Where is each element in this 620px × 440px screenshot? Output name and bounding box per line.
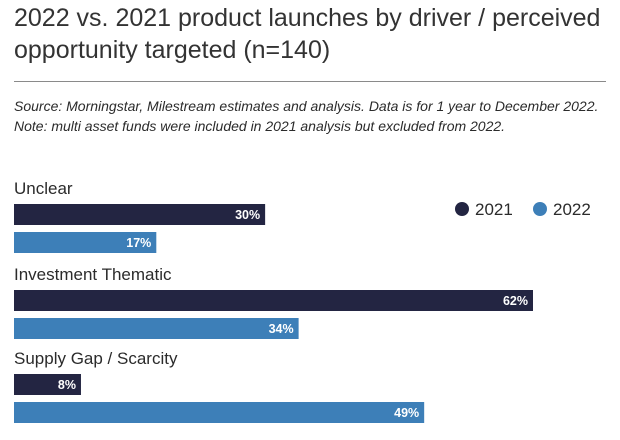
legend: 2021 2022 (455, 200, 591, 219)
value-label: 34% (269, 322, 294, 336)
source-note: Source: Morningstar, Milestream estimate… (14, 98, 599, 134)
bar-2021 (14, 374, 81, 395)
value-label: 30% (235, 208, 260, 222)
legend-marker (533, 202, 547, 216)
bar-2022 (14, 318, 299, 339)
title-divider (14, 81, 606, 82)
category-label: Supply Gap / Scarcity (14, 349, 178, 368)
value-label: 17% (126, 236, 151, 250)
bar-group: Investment Thematic 62% 34% (14, 265, 533, 339)
legend-item-2022: 2022 (533, 200, 591, 219)
chart-title: 2022 vs. 2021 product launches by driver… (14, 4, 601, 64)
bar-2021 (14, 290, 533, 311)
value-label: 8% (58, 378, 76, 392)
bar-groups: Unclear 30% 17% Investment Thematic 62% 34% Su… (14, 179, 533, 423)
legend-marker (455, 202, 469, 216)
legend-label: 2021 (475, 200, 513, 219)
bar-group: Supply Gap / Scarcity 8% 49% (14, 349, 425, 423)
legend-item-2021: 2021 (455, 200, 513, 219)
bar-2022 (14, 232, 157, 253)
category-label: Investment Thematic (14, 265, 172, 284)
bar-group: Unclear 30% 17% (14, 179, 266, 253)
value-label: 49% (394, 406, 419, 420)
bar-2021 (14, 204, 266, 225)
legend-label: 2022 (553, 200, 591, 219)
value-label: 62% (503, 294, 528, 308)
category-label: Unclear (14, 179, 73, 198)
bar-2022 (14, 402, 425, 423)
